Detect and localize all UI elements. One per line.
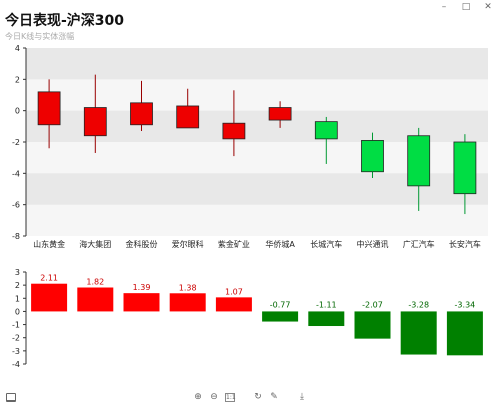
candle-body: [361, 140, 384, 173]
minimize-button[interactable]: –: [441, 2, 447, 12]
zoom-in-icon[interactable]: ⊕: [194, 392, 202, 402]
bar-value-label: -0.77: [270, 300, 291, 309]
x-category-label: 华侨城A: [265, 239, 295, 249]
candle-body: [37, 91, 61, 126]
y-tick-label: 4: [15, 44, 20, 53]
bar-value-label: 1.07: [225, 287, 243, 296]
bar: [400, 311, 437, 355]
y-tick-label: -3: [12, 347, 20, 356]
bar-value-label: 1.39: [133, 283, 151, 292]
bar: [262, 311, 299, 322]
candle-body: [176, 105, 200, 129]
y-tick-label: 1: [15, 294, 20, 303]
y-tick-label: 0: [15, 307, 20, 316]
y-tick-label: 2: [15, 281, 20, 290]
bar: [308, 311, 345, 327]
y-tick-label: -1: [12, 321, 20, 330]
download-icon[interactable]: ⤓: [300, 392, 304, 402]
bar-value-label: 1.38: [179, 283, 197, 292]
page-subtitle: 今日K线与实体涨幅: [5, 32, 75, 41]
window-controls: – □ ✕: [438, 2, 494, 12]
y-tick-label: -2: [12, 334, 20, 343]
y-tick-label: 2: [15, 75, 20, 84]
candle-body: [268, 107, 292, 121]
x-category-label: 爱尔眼科: [172, 239, 204, 249]
bar: [215, 297, 252, 312]
bar: [446, 311, 483, 356]
x-category-label: 长城汽车: [310, 239, 342, 249]
bar: [123, 293, 160, 312]
candle-body: [314, 121, 338, 140]
y-tick-label: -4: [12, 360, 20, 369]
candle-body: [130, 102, 153, 126]
bar: [77, 287, 114, 312]
candle-body: [222, 122, 246, 140]
zoom-out-icon[interactable]: ⊖: [210, 392, 218, 402]
x-category-label: 中兴通讯: [357, 239, 389, 249]
refresh-icon[interactable]: ↻: [254, 392, 262, 402]
candle-body: [453, 141, 477, 195]
x-category-label: 紫金矿业: [218, 239, 250, 249]
bar-value-label: -3.34: [455, 300, 476, 309]
bar: [169, 293, 206, 312]
y-tick-label: -6: [12, 201, 20, 210]
y-tick-label: -2: [12, 138, 20, 147]
candle-body: [407, 135, 431, 187]
y-tick-label: 0: [15, 107, 20, 116]
fit-icon[interactable]: 1:1: [225, 392, 236, 402]
grid-band: [26, 48, 488, 80]
bar-value-label: 2.11: [40, 274, 58, 283]
bar-value-label: -1.11: [316, 300, 337, 309]
y-tick-label: -4: [12, 169, 20, 178]
bar: [354, 311, 391, 339]
x-category-label: 金科股份: [126, 239, 158, 249]
page-title: 今日表现-沪深300: [5, 13, 125, 29]
x-category-label: 广汇汽车: [403, 239, 435, 249]
x-category-label: 长安汽车: [449, 239, 481, 249]
x-category-label: 山东黄金: [33, 239, 65, 249]
chart-toolbar: ⊕ ⊖ 1:1 ↻ ✎ ⤓: [0, 390, 500, 404]
bar-value-label: -3.28: [408, 300, 429, 309]
y-tick-label: -8: [12, 232, 20, 241]
edit-icon[interactable]: ✎: [270, 392, 278, 402]
bar-value-label: -2.07: [362, 300, 383, 309]
screenshot-icon[interactable]: [6, 393, 16, 402]
close-button[interactable]: ✕: [484, 2, 492, 12]
bar-value-label: 1.82: [86, 278, 104, 287]
y-tick-label: 3: [15, 268, 20, 277]
bar: [31, 283, 68, 312]
candle-body: [83, 107, 107, 137]
maximize-button[interactable]: □: [461, 2, 471, 12]
x-category-label: 海大集团: [79, 239, 111, 249]
